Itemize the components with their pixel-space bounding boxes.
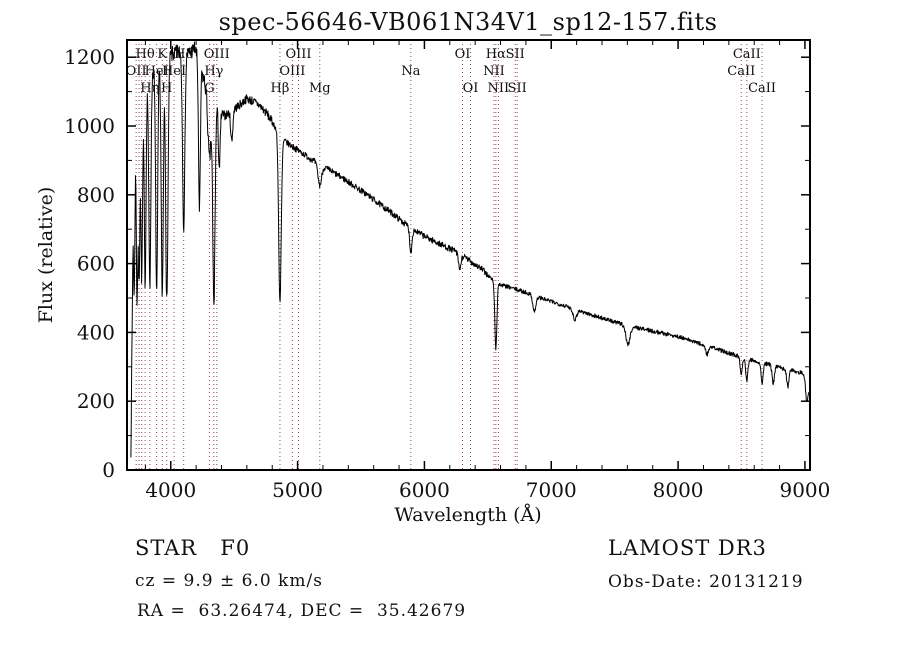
svg-text:OI: OI xyxy=(455,47,471,62)
svg-text:OIII: OIII xyxy=(285,47,311,62)
svg-text:NII: NII xyxy=(488,81,510,96)
survey-label: LAMOST DR3 xyxy=(608,536,767,560)
svg-text:CaII: CaII xyxy=(727,64,755,79)
svg-text:SII: SII xyxy=(508,81,527,96)
svg-text:SII: SII xyxy=(506,47,525,62)
svg-text:Hδ: Hδ xyxy=(174,47,193,62)
svg-text:600: 600 xyxy=(77,252,115,276)
svg-text:Mg: Mg xyxy=(309,81,331,96)
svg-text:1200: 1200 xyxy=(64,45,115,69)
svg-text:400: 400 xyxy=(77,320,115,344)
x-axis-label: Wavelength (Å) xyxy=(394,504,542,526)
svg-text:200: 200 xyxy=(77,389,115,413)
svg-text:800: 800 xyxy=(77,183,115,207)
svg-text:4000: 4000 xyxy=(145,478,196,502)
svg-text:OII: OII xyxy=(126,64,147,79)
svg-text:9000: 9000 xyxy=(779,478,830,502)
svg-text:HeI: HeI xyxy=(162,64,186,79)
object-class-label: STAR F0 xyxy=(135,536,251,560)
chart-title: spec-56646-VB061N34V1_sp12-157.fits xyxy=(218,8,718,36)
svg-text:Hα: Hα xyxy=(486,47,506,62)
svg-text:CaII: CaII xyxy=(733,47,761,62)
svg-text:Hγ: Hγ xyxy=(204,64,223,79)
spectrum-plot: OIIHθHηHeIKHHeIHδGHγOIIIHβOIIIOIIIMgNaOI… xyxy=(64,39,830,502)
svg-text:7000: 7000 xyxy=(526,478,577,502)
svg-text:G: G xyxy=(204,81,214,96)
plot-area: OII Hθ Hη HeI K H HeI Hδ G Hγ OIII Hβ OIII OIII Mg Na OI… xyxy=(64,39,830,502)
svg-text:NII: NII xyxy=(483,64,505,79)
svg-text:OIII: OIII xyxy=(204,47,230,62)
svg-text:Hη: Hη xyxy=(140,81,159,96)
svg-text:5000: 5000 xyxy=(272,478,323,502)
svg-text:OI: OI xyxy=(463,81,479,96)
svg-text:K: K xyxy=(157,47,167,62)
obs-date-label: Obs-Date: 20131219 xyxy=(608,572,804,592)
radial-velocity-label: cz = 9.9 ± 6.0 km/s xyxy=(135,571,323,591)
svg-text:Hβ: Hβ xyxy=(271,81,290,96)
svg-text:6000: 6000 xyxy=(399,478,450,502)
svg-text:1000: 1000 xyxy=(64,114,115,138)
ra-dec-label: RA = 63.26474, DEC = 35.42679 xyxy=(137,601,467,621)
svg-text:CaII: CaII xyxy=(748,81,776,96)
svg-text:8000: 8000 xyxy=(653,478,704,502)
svg-text:Hθ: Hθ xyxy=(136,47,155,62)
svg-text:HeI: HeI xyxy=(145,64,169,79)
y-axis-label: Flux (relative) xyxy=(35,186,57,324)
svg-text:H: H xyxy=(161,81,172,96)
svg-text:OIII: OIII xyxy=(279,64,305,79)
svg-text:0: 0 xyxy=(102,458,115,482)
svg-text:Na: Na xyxy=(401,64,420,79)
